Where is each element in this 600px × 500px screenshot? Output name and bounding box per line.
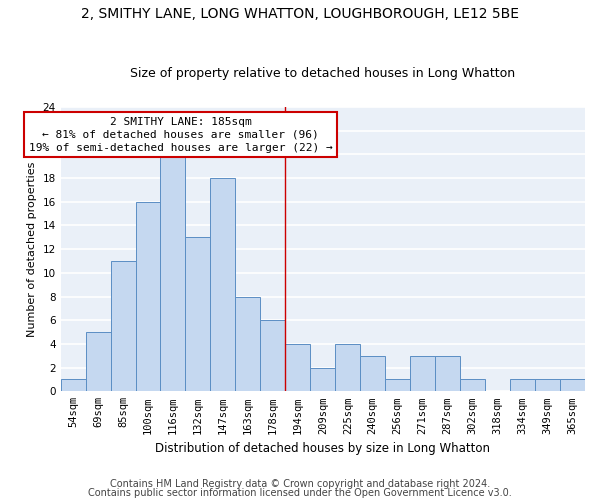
Bar [136,202,160,392]
Bar [211,178,235,392]
Bar [310,368,335,392]
Bar [535,380,560,392]
Text: Contains HM Land Registry data © Crown copyright and database right 2024.: Contains HM Land Registry data © Crown c… [110,479,490,489]
Text: Contains public sector information licensed under the Open Government Licence v3: Contains public sector information licen… [88,488,512,498]
Bar [435,356,460,392]
Bar [460,380,485,392]
Bar [160,154,185,392]
Bar [260,320,286,392]
Bar [510,380,535,392]
Bar [360,356,385,392]
Bar [560,380,585,392]
Bar [86,332,110,392]
Bar [185,238,211,392]
Text: 2 SMITHY LANE: 185sqm
← 81% of detached houses are smaller (96)
19% of semi-deta: 2 SMITHY LANE: 185sqm ← 81% of detached … [29,116,332,153]
Title: Size of property relative to detached houses in Long Whatton: Size of property relative to detached ho… [130,66,515,80]
Bar [335,344,360,392]
Bar [385,380,410,392]
Y-axis label: Number of detached properties: Number of detached properties [27,162,37,337]
Bar [410,356,435,392]
Text: 2, SMITHY LANE, LONG WHATTON, LOUGHBOROUGH, LE12 5BE: 2, SMITHY LANE, LONG WHATTON, LOUGHBOROU… [81,8,519,22]
Bar [286,344,310,392]
Bar [110,261,136,392]
X-axis label: Distribution of detached houses by size in Long Whatton: Distribution of detached houses by size … [155,442,490,455]
Bar [235,296,260,392]
Bar [61,380,86,392]
